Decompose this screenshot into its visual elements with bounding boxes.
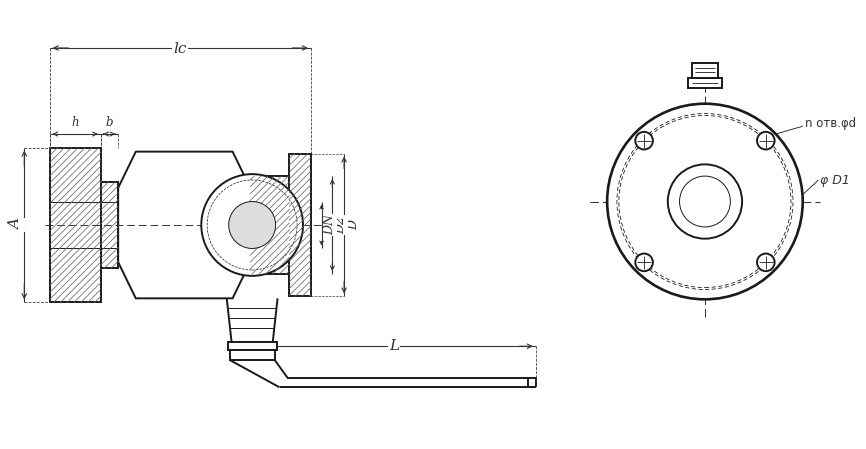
Text: A: A xyxy=(10,220,23,230)
Text: b: b xyxy=(106,116,113,129)
Bar xyxy=(289,154,311,296)
Text: h: h xyxy=(71,116,79,129)
Bar xyxy=(228,342,276,350)
Circle shape xyxy=(636,132,653,150)
Text: φ D1: φ D1 xyxy=(820,173,850,186)
Circle shape xyxy=(757,254,774,271)
Circle shape xyxy=(201,174,303,276)
Bar xyxy=(688,78,721,88)
Text: D2: D2 xyxy=(334,216,347,234)
Text: D: D xyxy=(347,220,360,230)
Text: DN: DN xyxy=(324,215,337,235)
Circle shape xyxy=(668,164,742,239)
Bar xyxy=(250,176,289,274)
Text: n отв.φd: n отв.φd xyxy=(805,117,856,130)
Bar xyxy=(229,350,275,360)
Circle shape xyxy=(607,104,803,299)
Circle shape xyxy=(757,132,774,150)
Bar xyxy=(692,63,718,78)
Text: L: L xyxy=(389,339,399,353)
Bar xyxy=(49,148,100,302)
Circle shape xyxy=(229,202,275,248)
Text: lc: lc xyxy=(173,42,187,56)
Circle shape xyxy=(680,176,730,227)
Bar xyxy=(100,182,118,268)
Polygon shape xyxy=(118,152,250,298)
Circle shape xyxy=(636,254,653,271)
